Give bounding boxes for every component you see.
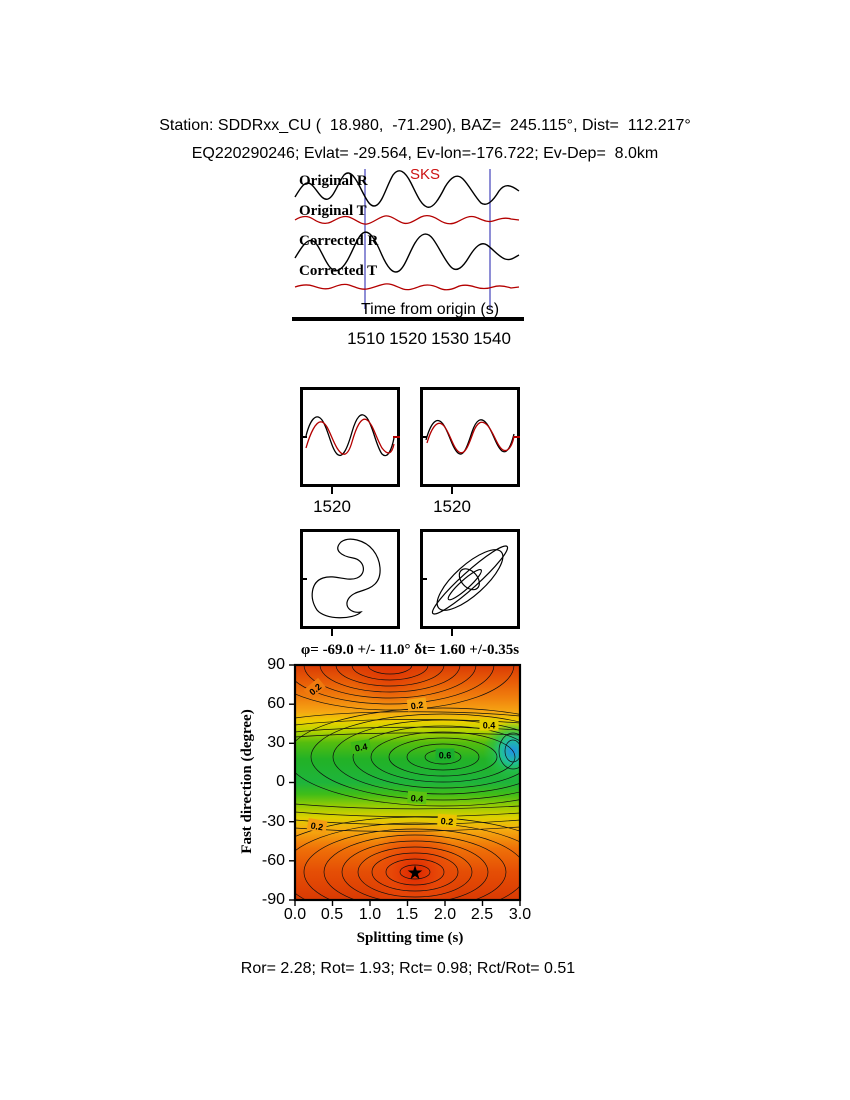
contour-xlabel: Splitting time (s)	[356, 930, 464, 946]
particle-motion-corrected	[420, 529, 520, 629]
time-axis-line	[292, 317, 524, 321]
waveform-traces	[294, 169, 520, 309]
contour-labels: 0.2 0.2 0.4 0.4 0.6 0.4 0.2 0.2	[303, 677, 499, 834]
contour-label-02c: 0.2	[310, 820, 324, 832]
phase-label-sks: SKS	[410, 166, 441, 183]
particle-motion-corrected-curve	[431, 545, 509, 615]
ytick-30: 30	[267, 734, 285, 751]
analysis-window-markers	[364, 169, 491, 309]
ytick-m60: -60	[261, 852, 285, 869]
match-left-edge-tick	[300, 436, 307, 438]
match-box-left	[300, 387, 400, 487]
xtick-20: 2.0	[433, 906, 457, 923]
contour-title: φ= -69.0 +/- 11.0° δt= 1.60 +/-0.35s	[300, 642, 520, 658]
match-right-tick-label: 1520	[433, 497, 471, 516]
match-box-left-traces	[305, 414, 395, 457]
time-tick-1540: 1540	[473, 329, 511, 348]
trace-original-r	[294, 170, 520, 208]
xtick-00: 0.0	[283, 906, 307, 923]
contour-label-04b: 0.4	[354, 741, 368, 753]
xtick-30: 3.0	[508, 906, 532, 923]
event-header-line2: EQ220290246; Evlat= -29.564, Ev-lon=-176…	[191, 145, 659, 162]
pm-right-edge-tick	[420, 578, 427, 580]
xtick-15: 1.5	[395, 906, 419, 923]
match-box-right-traces	[425, 419, 515, 455]
contour-axis-ticks	[289, 664, 521, 906]
ytick-60: 60	[267, 695, 285, 712]
trace-corrected-r	[294, 231, 520, 273]
contour-label-02d: 0.2	[440, 816, 453, 827]
match-right-bottom-tick	[451, 487, 453, 494]
splitting-energy-contour: 0.2 0.2 0.4 0.4 0.6 0.4 0.2 0.2 ★	[289, 663, 522, 906]
ytick-m30: -30	[261, 813, 285, 830]
station-header-line1: Station: SDDRxx_CU ( 18.980, -71.290), B…	[159, 117, 691, 134]
ytick-0: 0	[276, 773, 285, 790]
match-left-edge-tick-red	[393, 436, 400, 438]
pm-right-bottom-tick	[451, 629, 453, 636]
xtick-10: 1.0	[358, 906, 382, 923]
time-tick-1530: 1530	[431, 329, 469, 348]
trace-label-original-t: Original T	[299, 203, 367, 219]
match-box-right	[420, 387, 520, 487]
trace-label-corrected-t: Corrected T	[299, 263, 378, 279]
match-left-bottom-tick	[331, 487, 333, 494]
match-left-tick-label: 1520	[313, 497, 351, 516]
ytick-m90: -90	[261, 891, 285, 908]
trace-label-original-r: Original R	[299, 173, 368, 189]
time-axis-label: Time from origin (s)	[360, 301, 500, 318]
match-right-edge-tick-red	[513, 436, 520, 438]
result-ratios: Ror= 2.28; Rot= 1.93; Rct= 0.98; Rct/Rot…	[240, 960, 576, 977]
trace-original-t	[294, 214, 520, 225]
match-right-edge-tick	[420, 436, 427, 438]
pm-left-bottom-tick	[331, 629, 333, 636]
contour-label-04a: 0.4	[483, 721, 496, 731]
contour-lines	[295, 665, 520, 900]
particle-motion-original	[300, 529, 400, 629]
trace-corrected-t	[294, 283, 520, 291]
contour-label-04c: 0.4	[410, 793, 423, 804]
contour-label-06: 0.6	[439, 751, 452, 761]
best-fit-star-icon: ★	[406, 863, 423, 884]
particle-motion-original-curve	[311, 538, 381, 619]
ytick-90: 90	[267, 656, 285, 673]
xtick-05: 0.5	[320, 906, 344, 923]
contour-label-02b: 0.2	[410, 700, 424, 712]
pm-left-edge-tick	[300, 578, 307, 580]
trace-label-corrected-r: Corrected R	[299, 233, 379, 249]
xtick-25: 2.5	[470, 906, 494, 923]
time-tick-1510: 1510	[347, 329, 385, 348]
time-tick-1520: 1520	[389, 329, 427, 348]
